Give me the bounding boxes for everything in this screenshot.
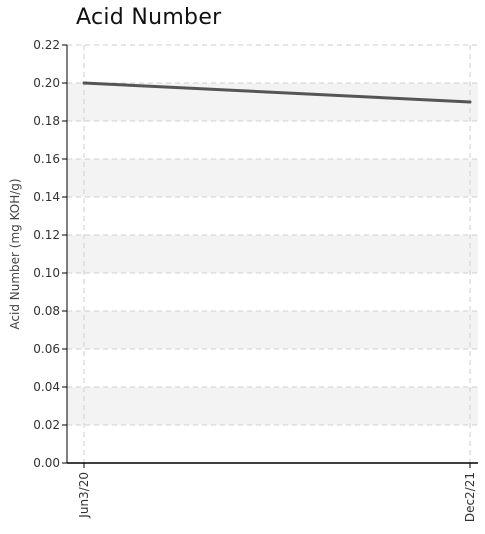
- y-tick-label: 0.12: [33, 228, 60, 242]
- y-axis-ticks: 0.00 0.02 0.04 0.06 0.08 0.10 0.12 0.14 0.16 0.18…: [33, 38, 67, 470]
- chart-title: Acid Number: [76, 5, 222, 30]
- y-tick-label: 0.14: [33, 190, 60, 204]
- y-tick-label: 0.00: [33, 456, 60, 470]
- y-tick-label: 0.18: [33, 114, 60, 128]
- x-tick-label: Jun3/20: [77, 472, 91, 519]
- y-axis-title: Acid Number (mg KOH/g): [8, 178, 22, 329]
- plot-bands: [67, 83, 478, 425]
- y-tick-label: 0.02: [33, 418, 60, 432]
- y-tick-label: 0.04: [33, 380, 60, 394]
- axes: [66, 45, 478, 464]
- y-tick-label: 0.20: [33, 76, 60, 90]
- gridlines: [67, 44, 478, 463]
- x-tick-label: Dec2/21: [463, 472, 477, 522]
- y-tick-label: 0.10: [33, 266, 60, 280]
- data-point: [82, 81, 86, 85]
- plot-band: [67, 235, 478, 273]
- y-tick-label: 0.06: [33, 342, 60, 356]
- plot-band: [67, 311, 478, 349]
- data-point: [468, 100, 472, 104]
- series-layer: [82, 81, 472, 104]
- series-line: [83, 81, 471, 104]
- plot-band: [67, 159, 478, 197]
- y-tick-label: 0.08: [33, 304, 60, 318]
- y-tick-label: 0.16: [33, 152, 60, 166]
- plot-band: [67, 83, 478, 121]
- y-tick-label: 0.22: [33, 38, 60, 52]
- plot-band: [67, 387, 478, 425]
- x-axis-ticks: Jun3/20 Dec2/21: [77, 463, 477, 522]
